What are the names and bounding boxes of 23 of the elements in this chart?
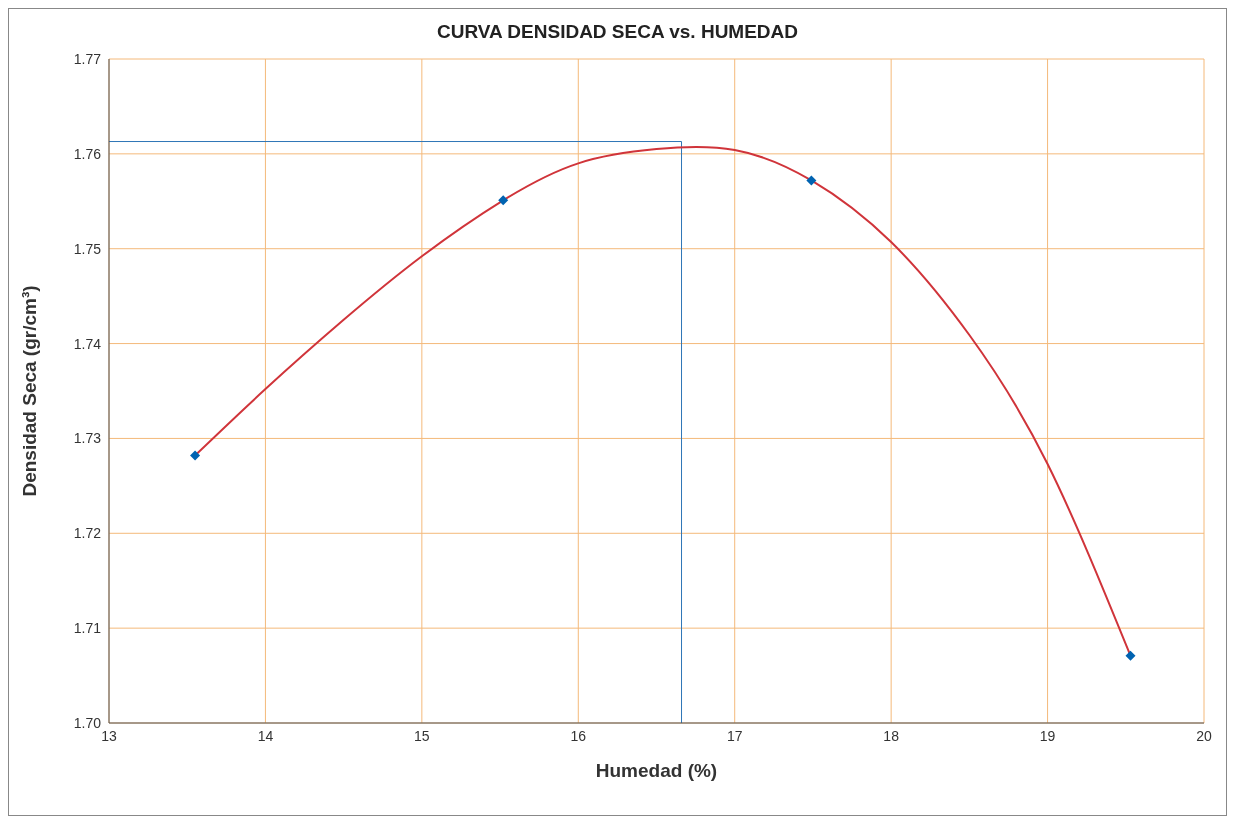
y-tick-label: 1.72 [73,525,102,542]
x-tick-label: 15 [414,727,430,744]
chart-title: CURVA DENSIDAD SECA vs. HUMEDAD [435,21,799,43]
y-tick-label: 1.77 [73,50,102,67]
y-axis-title: Densidad Seca (gr/cm³) [18,285,40,497]
y-tick-label: 1.74 [73,335,102,352]
y-tick-label: 1.70 [73,714,102,731]
x-tick-label: 19 [1039,727,1056,744]
y-tick-label: 1.76 [73,145,102,162]
x-tick-label: 16 [570,727,587,744]
point [1125,650,1136,661]
x-tick-label: 17 [726,727,743,744]
y-tick-label: 1.75 [73,240,102,257]
point [806,175,817,186]
x-tick-label: 13 [101,727,117,744]
x-tick-label: 20 [1196,727,1212,744]
y-tick-label: 1.71 [73,620,102,637]
point [498,195,509,206]
point [190,450,201,461]
x-axis-title: Humedad (%) [595,760,718,781]
x-tick-label: 18 [883,727,900,744]
x-tick-label: 14 [257,727,274,744]
y-tick-label: 1.73 [73,430,102,447]
